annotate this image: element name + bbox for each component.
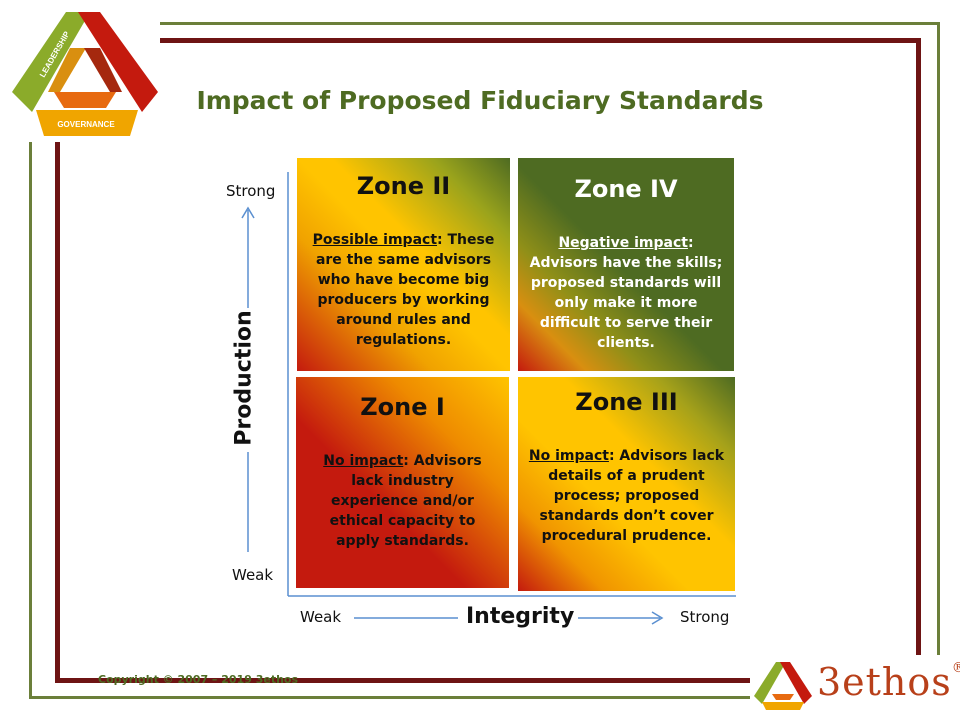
- registered-mark: ®: [951, 660, 960, 676]
- zone-4-title: Zone IV: [574, 175, 678, 203]
- integrity-arrow-head: [651, 611, 664, 625]
- zone-4-quadrant: Zone IV Negative impact: Advisors have t…: [518, 158, 734, 371]
- brand-logo-bar-bottom: [762, 702, 804, 710]
- brand-logo-icon: [754, 662, 812, 710]
- triangle-logo: LEADERSHIP STEWARDSHIP GOVERNANCE: [12, 12, 158, 136]
- zone-3-description: No impact: Advisors lack details of a pr…: [518, 446, 735, 546]
- logo-inner-left: [48, 48, 86, 92]
- brand-logo-bar-left: [754, 662, 786, 704]
- zone-1-description: No impact: Advisors lack industry experi…: [296, 451, 509, 551]
- copyright-text: Copyright © 2007 – 2019 3ethos: [98, 673, 299, 686]
- x-axis-left-label: Weak: [300, 608, 342, 626]
- logo-bar-leadership: [12, 12, 90, 112]
- zone-4-description: Negative impact: Advisors have the skill…: [518, 233, 734, 353]
- logo-text-governance: GOVERNANCE: [57, 120, 115, 129]
- zone-2-title: Zone II: [356, 172, 451, 200]
- logo-inner-bar: [54, 92, 116, 108]
- y-axis-bottom-label: Weak: [232, 566, 274, 584]
- zone-3-impact-label: No impact: [528, 448, 609, 464]
- y-axis-title: Production: [231, 310, 257, 446]
- logo-inner-right: [84, 48, 122, 92]
- zone-3-text: : Advisors lack details of a prudent pro…: [539, 448, 725, 544]
- zone-4-impact-label: Negative impact: [558, 235, 688, 251]
- brand-wordmark: 3ethos®: [817, 660, 960, 704]
- logo-bar-governance: [36, 110, 138, 136]
- production-arrow-head: [241, 206, 255, 219]
- page-title: Impact of Proposed Fiduciary Standards: [196, 86, 764, 115]
- zone-1-text: : Advisors lack industry experience and/…: [329, 453, 482, 549]
- inner-maroon-frame: [55, 38, 921, 683]
- zone-1-quadrant: Zone I No impact: Advisors lack industry…: [296, 377, 509, 588]
- zone-4-text: : Advisors have the skills; proposed sta…: [529, 235, 723, 351]
- zone-3-quadrant: Zone III No impact: Advisors lack detail…: [518, 377, 735, 591]
- y-axis-top-label: Strong: [226, 182, 276, 200]
- brand-name: 3ethos: [817, 660, 952, 704]
- outer-green-frame: [29, 22, 940, 699]
- x-axis-right-label: Strong: [680, 608, 730, 626]
- zone-1-title: Zone I: [360, 393, 445, 421]
- zone-2-quadrant: Zone II Possible impact: These are the s…: [297, 158, 510, 371]
- zone-2-impact-label: Possible impact: [312, 232, 438, 248]
- brand-logo-bar-right: [780, 662, 812, 704]
- zone-2-text: : These are the same advisors who have b…: [315, 232, 495, 348]
- x-axis-title: Integrity: [466, 604, 575, 629]
- zone-1-impact-label: No impact: [323, 453, 404, 469]
- zone-2-description: Possible impact: These are the same advi…: [297, 230, 510, 350]
- zone-3-title: Zone III: [575, 388, 678, 416]
- logo-bar-stewardship: [78, 12, 158, 112]
- brand-logo-inner: [772, 694, 794, 700]
